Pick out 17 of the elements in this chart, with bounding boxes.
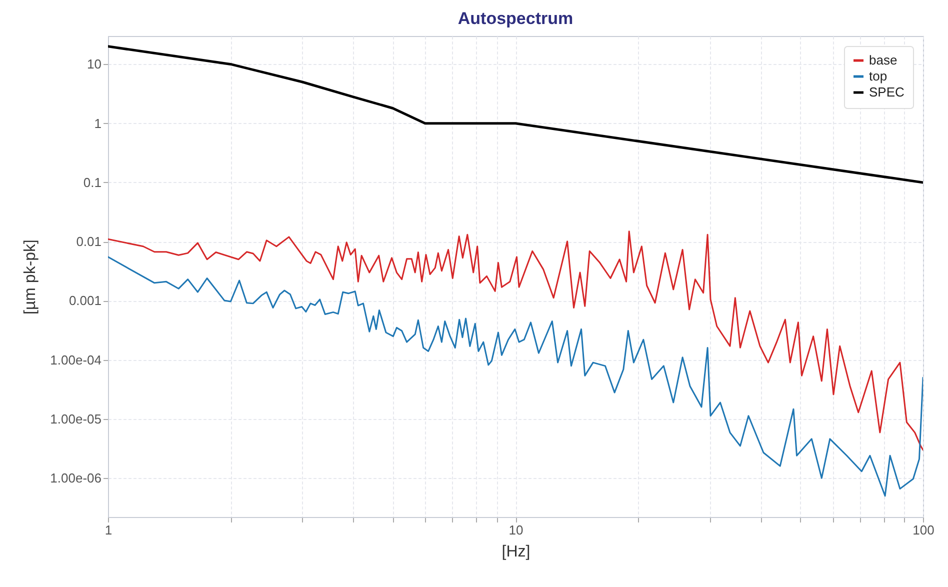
x-axis-title: [Hz] (502, 544, 530, 560)
y-tick-label: 1.00e-05 (50, 411, 102, 426)
legend-label: base (869, 52, 898, 68)
x-tick-label: 10 (508, 522, 524, 538)
legend-label: top (869, 68, 888, 84)
y-tick-label: 1.00e-04 (50, 352, 102, 368)
y-tick-label: 10 (87, 56, 102, 72)
y-tick-label: 1.00e-06 (50, 470, 102, 486)
legend-label: SPEC (869, 84, 904, 100)
y-tick-label: 0.01 (76, 234, 102, 250)
y-axis-title: [µm pk-pk] (22, 239, 40, 315)
x-tick-label: 100 (912, 522, 934, 538)
y-tick-label: 0.1 (83, 174, 102, 190)
x-tick-label: 1 (104, 522, 112, 538)
y-tick-label: 0.001 (68, 293, 102, 308)
chart-title: Autospectrum (458, 9, 574, 28)
y-tick-label: 1 (94, 116, 102, 131)
